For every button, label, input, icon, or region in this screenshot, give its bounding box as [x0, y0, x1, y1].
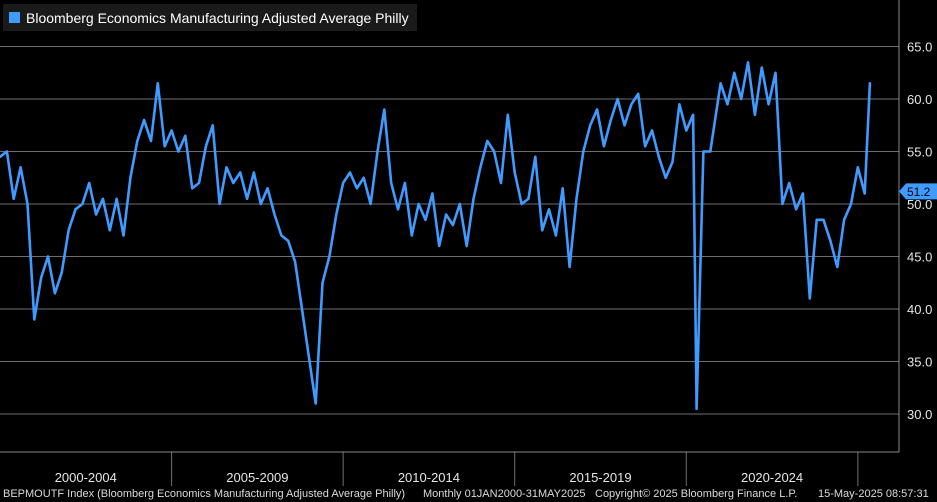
gridlines: [0, 46, 899, 415]
last-value-tag: [899, 183, 937, 200]
y-tick-label: 55.0: [907, 145, 932, 160]
x-period-label: 2020-2024: [741, 470, 803, 485]
series-group: [0, 60, 872, 411]
x-period-label: 2000-2004: [55, 470, 117, 485]
x-axis-period-labels: 2000-2004 2005-2009 2010-2014 2015-2019 2020…: [55, 470, 803, 485]
x-period-label: 2005-2009: [226, 470, 288, 485]
y-axis-tick-labels: 30.0 35.0 40.0 45.0 50.0 55.0 60.0 65.0: [907, 40, 932, 423]
footer-bar: BEPMOUTF Index (Bloomberg Economics Manu…: [0, 486, 937, 502]
last-value-label: 51.2: [907, 185, 931, 199]
y-tick-label: 40.0: [907, 302, 932, 317]
legend-swatch: [9, 12, 20, 23]
series-line: [0, 60, 872, 411]
footer-timestamp: 15-May-2025 08:57:31: [818, 488, 929, 500]
y-tick-label: 35.0: [907, 355, 932, 370]
last-value-marker: 51.2: [899, 183, 937, 200]
y-tick-label: 50.0: [907, 197, 932, 212]
y-tick-label: 30.0: [907, 407, 932, 422]
legend: Bloomberg Economics Manufacturing Adjust…: [3, 4, 417, 31]
y-tick-label: 65.0: [907, 40, 932, 55]
y-tick-label: 45.0: [907, 250, 932, 265]
footer-copyright: Copyright© 2025 Bloomberg Finance L.P.: [595, 488, 798, 500]
x-period-label: 2010-2014: [398, 470, 460, 485]
y-tick-label: 60.0: [907, 92, 932, 107]
footer-ticker: BEPMOUTF Index (Bloomberg Economics Manu…: [3, 488, 406, 500]
footer-range: Monthly 01JAN2000-31MAY2025: [423, 488, 586, 500]
legend-label: Bloomberg Economics Manufacturing Adjust…: [26, 9, 409, 26]
x-period-label: 2015-2019: [569, 470, 631, 485]
period-dividers: [171, 452, 859, 486]
